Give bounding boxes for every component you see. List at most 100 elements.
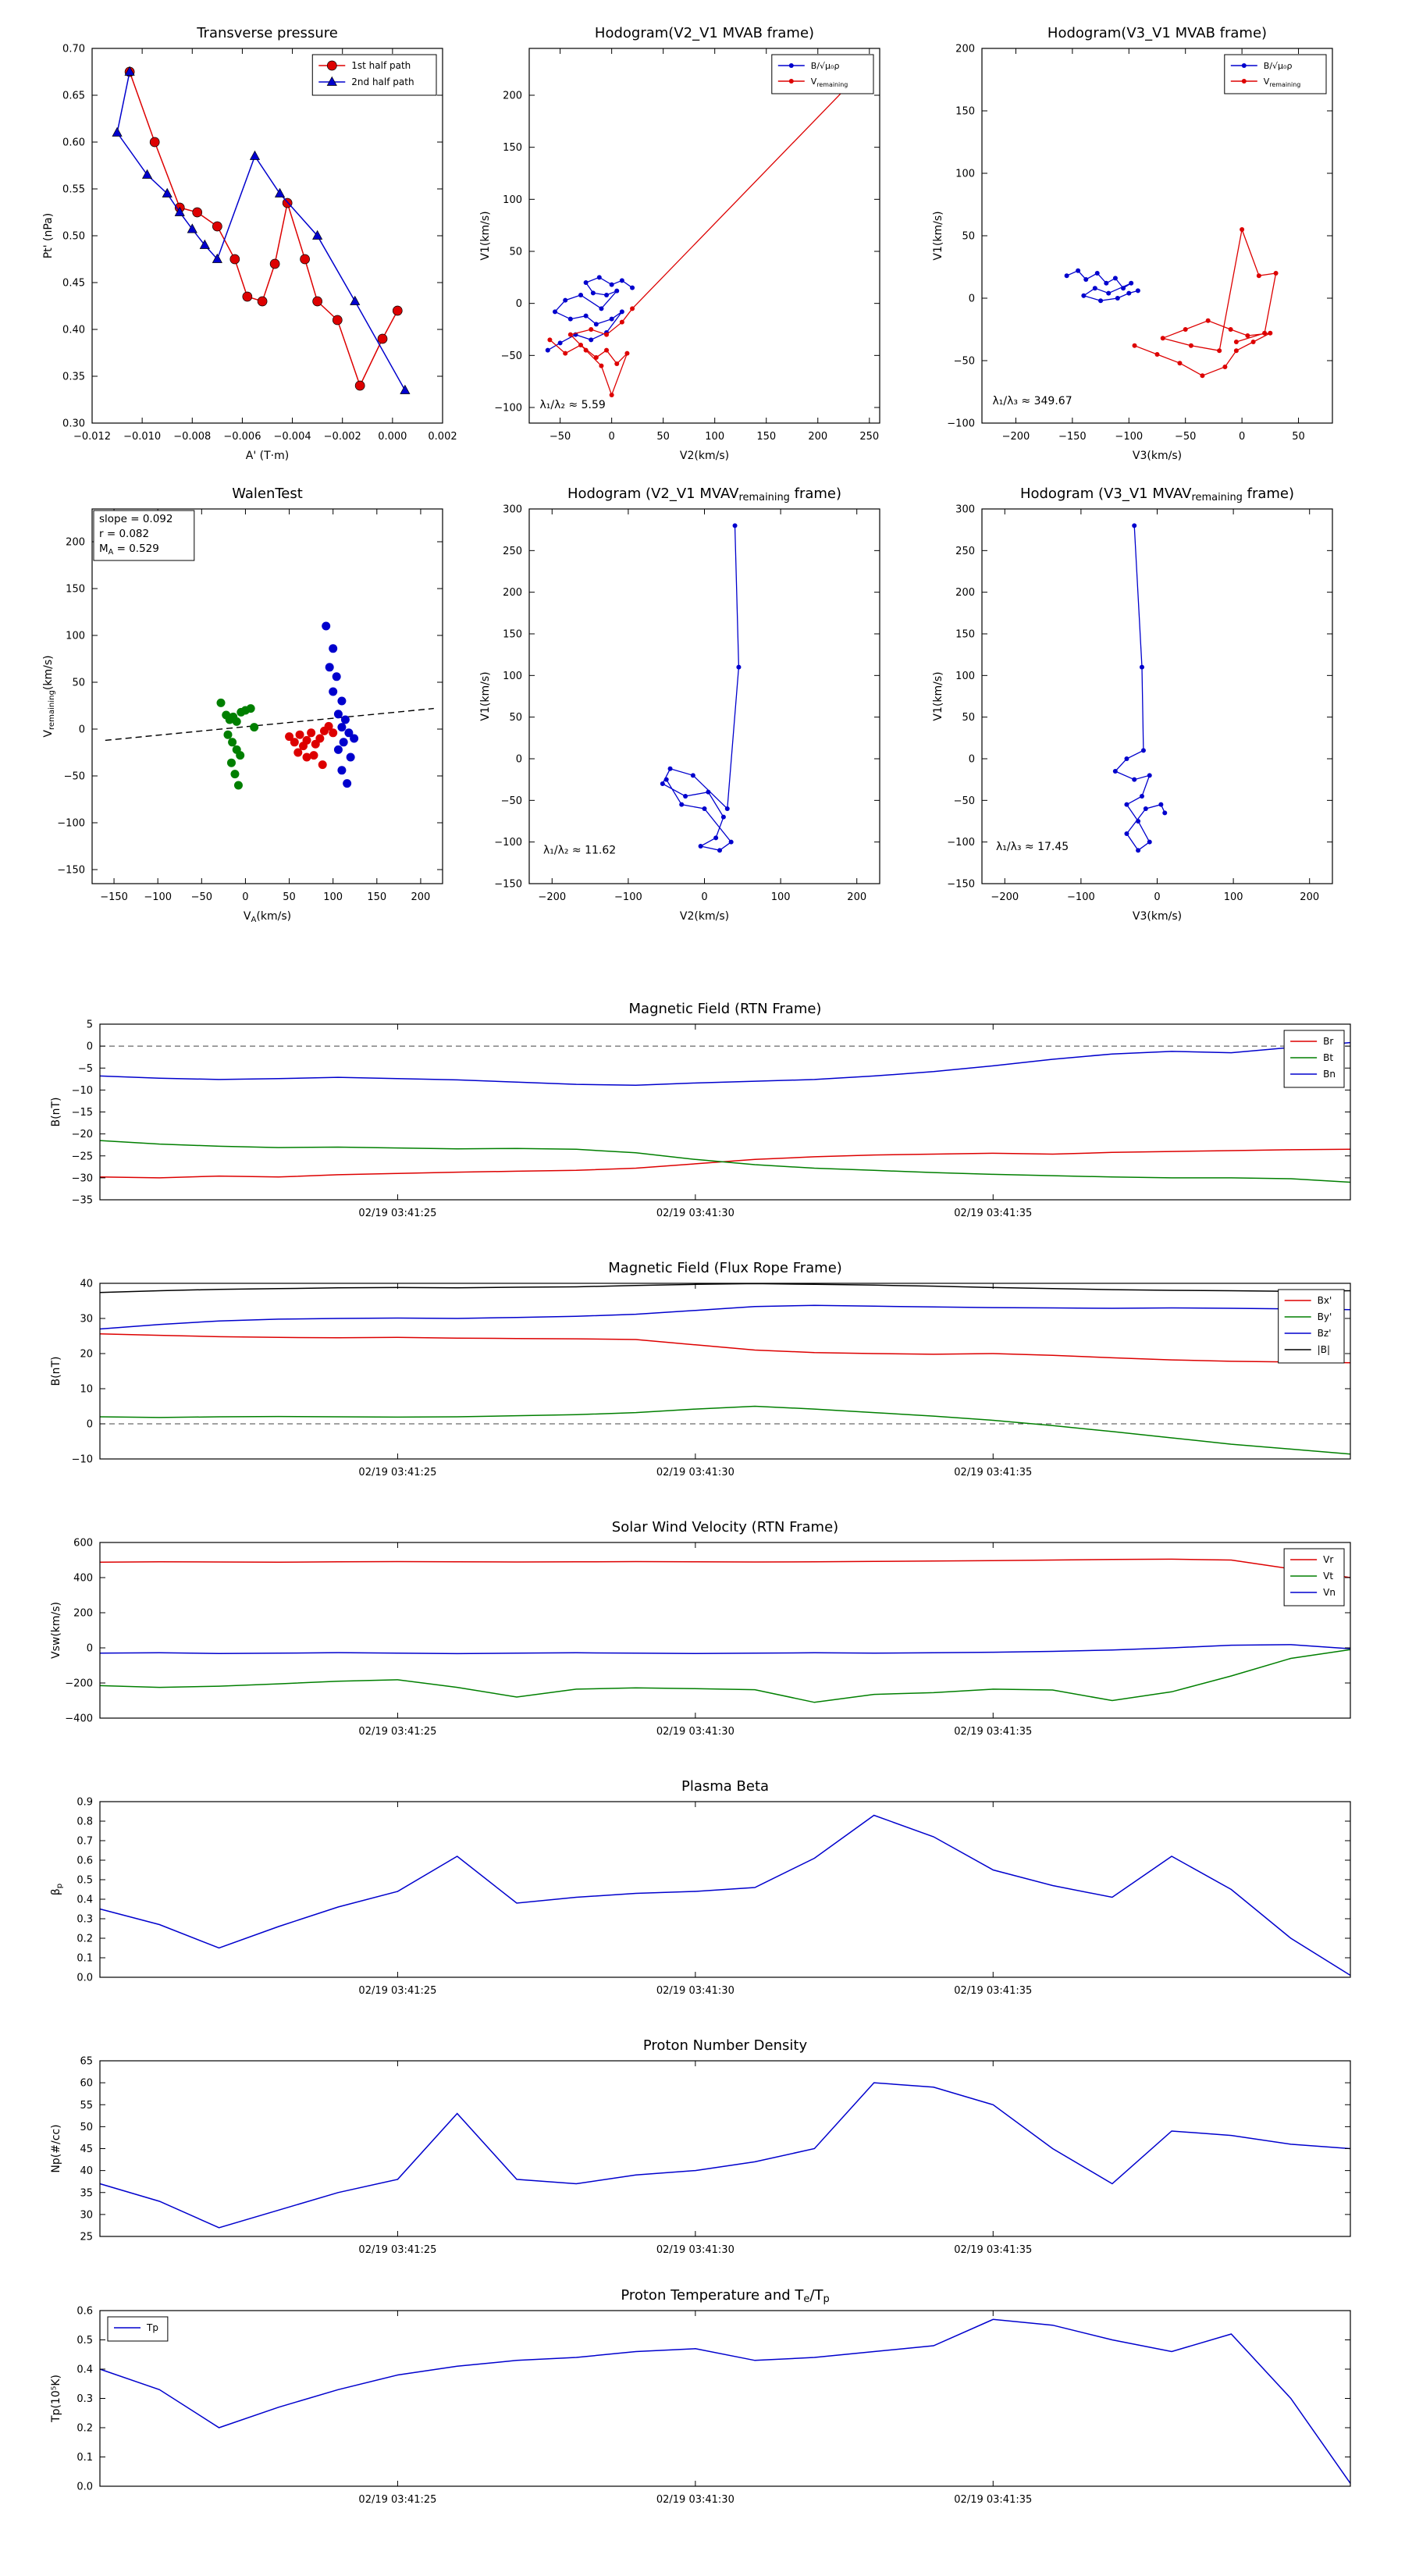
svg-text:−50: −50 — [550, 431, 571, 443]
svg-text:Tp: Tp — [146, 2322, 158, 2333]
svg-text:02/19 03:41:25: 02/19 03:41:25 — [358, 2244, 436, 2256]
series-Bz-prime — [99, 1304, 1351, 1330]
svg-text:100: 100 — [1224, 891, 1243, 903]
x-axis-label: V2(km/s) — [680, 450, 729, 462]
svg-text:0: 0 — [1154, 891, 1160, 903]
svg-text:−50: −50 — [1175, 431, 1196, 443]
svg-text:−0.008: −0.008 — [173, 431, 211, 443]
y-axis-label: B(nT) — [50, 1357, 62, 1386]
svg-text:20: 20 — [80, 1349, 93, 1361]
svg-text:100: 100 — [323, 891, 343, 903]
svg-text:35: 35 — [80, 2187, 93, 2199]
x-axis-label: V3(km/s) — [1133, 910, 1182, 923]
svg-text:02/19 03:41:30: 02/19 03:41:30 — [656, 1726, 735, 1738]
svg-text:−150: −150 — [1058, 431, 1087, 443]
plot-area — [660, 523, 742, 853]
series-blue-points — [322, 621, 359, 788]
svg-text:0.3: 0.3 — [76, 1914, 93, 1926]
svg-text:MA = 0.529: MA = 0.529 — [99, 543, 159, 557]
series-Bn — [99, 1041, 1351, 1086]
svg-text:−15: −15 — [72, 1107, 93, 1119]
legend: Br Bt Bn — [1283, 1030, 1345, 1088]
chart-title: Magnetic Field (RTN Frame) — [629, 1001, 822, 1017]
x-axis-label: A' (T·m) — [246, 450, 289, 462]
svg-text:Vr: Vr — [1323, 1554, 1333, 1565]
chart-title: Hodogram (V2_V1 MVAVremaining frame) — [567, 486, 841, 503]
series-Np — [99, 2082, 1351, 2229]
svg-text:−50: −50 — [64, 771, 85, 783]
svg-text:Vremaining: Vremaining — [1264, 76, 1300, 88]
svg-text:0: 0 — [969, 294, 975, 305]
series-2nd-half-path — [112, 66, 411, 394]
chart-svg: −200 −100 0 100 200 −150 −100 −50 0 50 100 150 200 25… — [932, 486, 1333, 923]
svg-text:50: 50 — [962, 231, 975, 243]
svg-text:50: 50 — [283, 891, 296, 903]
svg-text:45: 45 — [80, 2144, 93, 2155]
svg-text:02/19 03:41:25: 02/19 03:41:25 — [358, 1726, 436, 1738]
svg-text:−100: −100 — [614, 891, 642, 903]
svg-text:By': By' — [1318, 1311, 1332, 1322]
svg-text:−200: −200 — [991, 891, 1019, 903]
svg-text:200: 200 — [503, 587, 522, 599]
svg-text:02/19 03:41:25: 02/19 03:41:25 — [358, 2494, 436, 2506]
svg-text:250: 250 — [859, 431, 879, 443]
plot-area — [1064, 227, 1279, 379]
svg-text:−100: −100 — [57, 818, 85, 830]
y-axis-label: Pt' (nPa) — [42, 213, 55, 258]
chart-solar-wind-velocity: 02/19 03:41:25 02/19 03:41:30 02/19 03:41:… — [39, 1511, 1366, 1757]
svg-text:−0.010: −0.010 — [123, 431, 161, 443]
chart-magnetic-field-flux-rope: 02/19 03:41:25 02/19 03:41:30 02/19 03:41:… — [39, 1252, 1366, 1498]
svg-text:0.5: 0.5 — [76, 2335, 93, 2347]
svg-text:−0.002: −0.002 — [324, 431, 361, 443]
y-axis-label: V1(km/s) — [479, 671, 492, 720]
svg-text:0: 0 — [87, 1643, 93, 1655]
svg-text:50: 50 — [1292, 431, 1305, 443]
svg-text:Vremaining: Vremaining — [811, 76, 848, 88]
svg-text:0: 0 — [516, 754, 522, 766]
svg-text:50: 50 — [962, 712, 975, 724]
svg-text:−100: −100 — [947, 837, 975, 849]
series-B-over-sqrt-mu0-rho — [545, 275, 635, 353]
series-Vn — [99, 1644, 1351, 1655]
annotation: λ₁/λ₂ ≈ 11.62 — [543, 845, 616, 857]
plot-area — [99, 1814, 1351, 1976]
svg-text:1st half path: 1st half path — [351, 60, 411, 71]
series-B-over-sqrt-mu0-rho — [1064, 268, 1140, 304]
svg-text:200: 200 — [847, 891, 866, 903]
svg-text:0.002: 0.002 — [428, 431, 457, 443]
chart-hodogram-v3v1-mvav: −200 −100 0 100 200 −150 −100 −50 0 50 100 150 200 25… — [921, 476, 1346, 929]
svg-text:02/19 03:41:35: 02/19 03:41:35 — [954, 1467, 1032, 1478]
svg-text:0.6: 0.6 — [76, 2306, 93, 2318]
svg-text:200: 200 — [1300, 891, 1319, 903]
svg-text:Bt: Bt — [1323, 1052, 1333, 1063]
series-V-remaining — [547, 62, 872, 397]
svg-text:−5: −5 — [78, 1063, 93, 1075]
svg-text:200: 200 — [411, 891, 431, 903]
axes-ticks: 02/19 03:41:25 02/19 03:41:30 02/19 03:41:… — [76, 1797, 1350, 1997]
svg-text:02/19 03:41:35: 02/19 03:41:35 — [954, 1208, 1032, 1219]
svg-text:Bx': Bx' — [1318, 1295, 1332, 1306]
svg-text:150: 150 — [66, 584, 85, 596]
svg-text:Bn: Bn — [1323, 1069, 1336, 1080]
chart-svg: 02/19 03:41:25 02/19 03:41:30 02/19 03:41:… — [50, 2287, 1351, 2506]
axes-ticks: −200 −100 0 100 200 −150 −100 −50 0 50 100 150 200 25… — [494, 504, 880, 903]
svg-text:02/19 03:41:25: 02/19 03:41:25 — [358, 1467, 436, 1478]
svg-text:−0.006: −0.006 — [223, 431, 261, 443]
svg-text:100: 100 — [955, 671, 975, 682]
svg-text:200: 200 — [66, 537, 85, 549]
svg-text:−50: −50 — [954, 356, 975, 368]
svg-text:−400: −400 — [65, 1713, 93, 1725]
axes-ticks: −200 −100 0 100 200 −150 −100 −50 0 50 100 150 200 25… — [947, 504, 1332, 903]
x-axis-label: V2(km/s) — [680, 910, 729, 923]
legend: Vr Vt Vn — [1283, 1548, 1345, 1606]
svg-text:150: 150 — [367, 891, 386, 903]
series-fit-line — [105, 707, 434, 742]
svg-text:0: 0 — [87, 1419, 93, 1431]
svg-text:150: 150 — [503, 142, 522, 154]
svg-text:100: 100 — [705, 431, 724, 443]
chart-plasma-beta: 02/19 03:41:25 02/19 03:41:30 02/19 03:41:… — [39, 1770, 1366, 2016]
svg-text:02/19 03:41:25: 02/19 03:41:25 — [358, 1208, 436, 1219]
svg-text:150: 150 — [756, 431, 776, 443]
annotation: λ₁/λ₂ ≈ 5.59 — [539, 399, 605, 411]
svg-text:B/√μ₀ρ: B/√μ₀ρ — [1264, 61, 1293, 71]
